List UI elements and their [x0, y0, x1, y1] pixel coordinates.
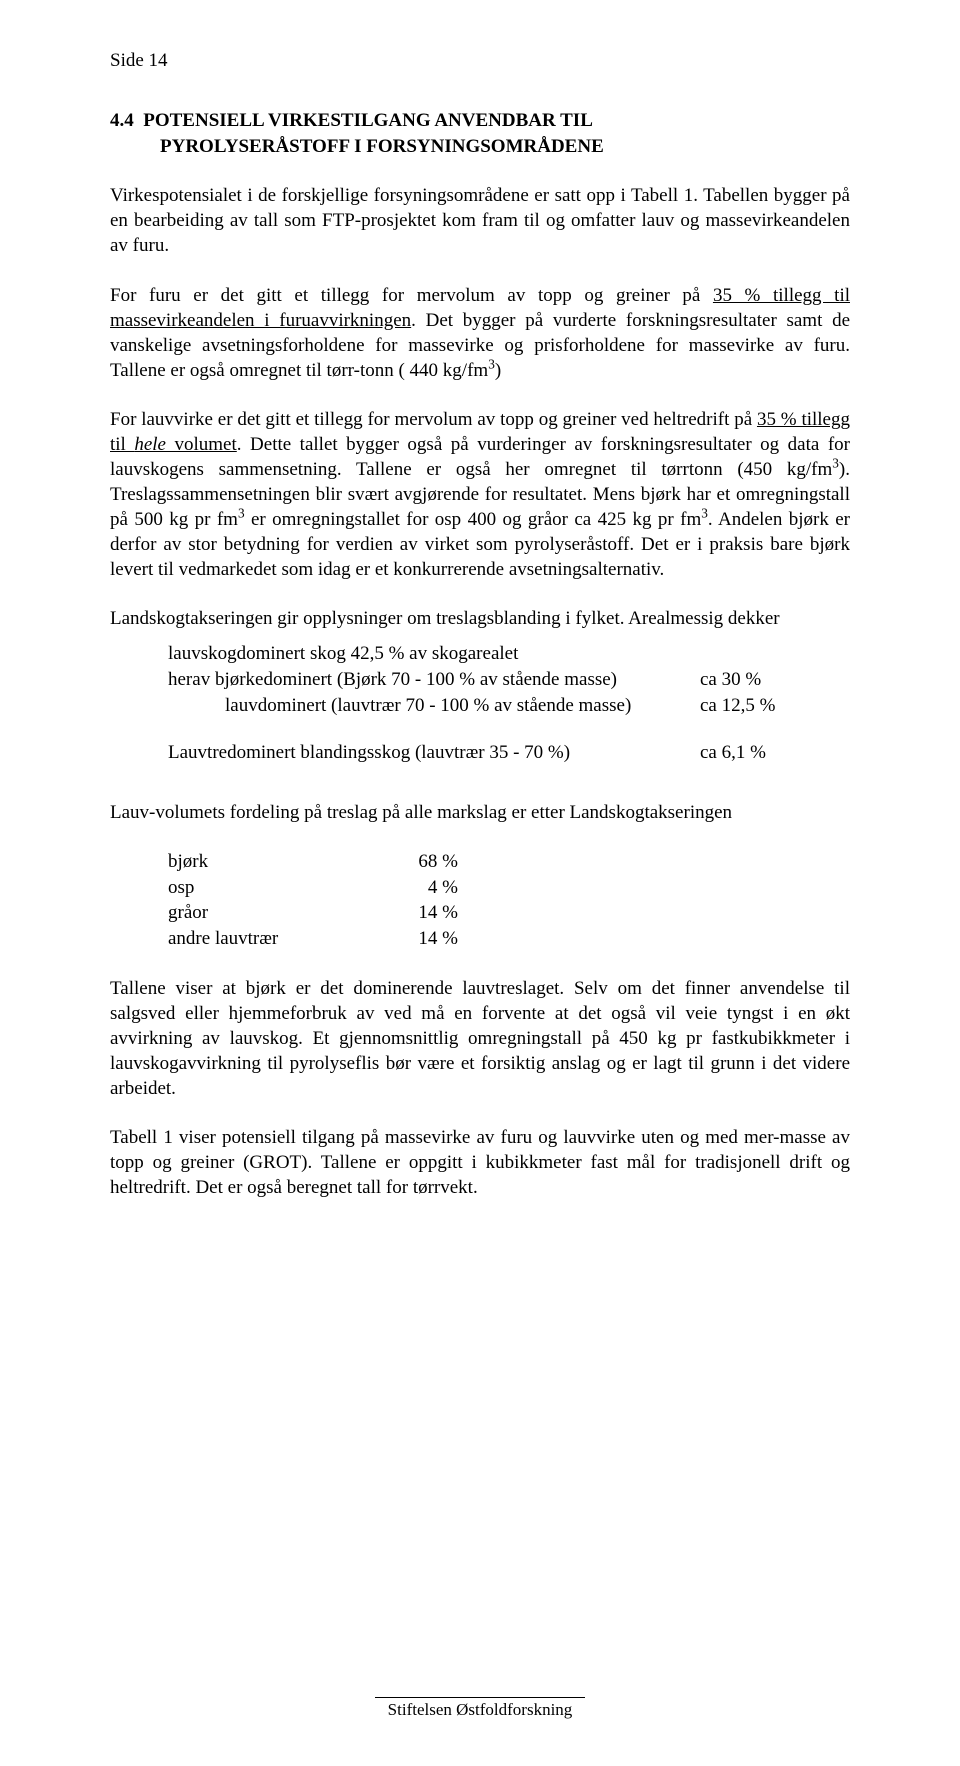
areal-line-2: herav bjørkedominert (Bjørk 70 - 100 % a… — [168, 667, 850, 693]
p3-sup3: 3 — [701, 506, 708, 521]
section-title-line2: PYROLYSERÅSTOFF I FORSYNINGSOMRÅDENE — [110, 136, 604, 157]
p3-text-d: er omregningstallet for osp 400 og gråor… — [245, 509, 702, 530]
p3-sup1: 3 — [832, 456, 839, 471]
areal-block: lauvskogdominert skog 42,5 % av skogarea… — [110, 641, 850, 766]
paragraph-5: Lauv-volumets fordeling på treslag på al… — [110, 800, 850, 825]
p2-text-a: For furu er det gitt et tillegg for merv… — [110, 285, 713, 306]
paragraph-1: Virkespotensialet i de forskjellige fors… — [110, 183, 850, 258]
section-heading: 4.4 POTENSIELL VIRKESTILGANG ANVENDBAR T… — [110, 108, 850, 159]
section-title-line1: POTENSIELL VIRKESTILGANG ANVENDBAR TIL — [143, 110, 593, 131]
areal-line-3-value: ca 12,5 % — [700, 693, 850, 719]
areal-line-3-label: lauvdominert (lauvtrær 70 - 100 % av stå… — [168, 693, 700, 719]
species-val-0: 68 % — [378, 849, 458, 875]
species-table: bjørk 68 % osp 4 % gråor 14 % andre lauv… — [110, 849, 850, 952]
p3-italic: hele — [134, 434, 166, 455]
p3-underline-2: volumet — [166, 434, 237, 455]
areal-line-1: lauvskogdominert skog 42,5 % av skogarea… — [168, 641, 850, 667]
species-row-3: andre lauvtrær 14 % — [168, 926, 850, 952]
areal-line-4-value: ca 6,1 % — [700, 740, 850, 766]
species-name-1: osp — [168, 875, 378, 901]
areal-line-4: Lauvtredominert blandingsskog (lauvtrær … — [168, 740, 850, 766]
species-row-2: gråor 14 % — [168, 900, 850, 926]
footer-text: Stiftelsen Østfoldforskning — [388, 1700, 573, 1719]
species-row-0: bjørk 68 % — [168, 849, 850, 875]
species-val-2: 14 % — [378, 900, 458, 926]
section-number: 4.4 — [110, 110, 134, 131]
areal-line-2-label: herav bjørkedominert (Bjørk 70 - 100 % a… — [168, 667, 700, 693]
p3-sup2: 3 — [238, 506, 245, 521]
species-name-0: bjørk — [168, 849, 378, 875]
footer-divider — [375, 1697, 585, 1698]
p2-text-c: ) — [495, 360, 501, 381]
paragraph-6: Tallene viser at bjørk er det dominerend… — [110, 976, 850, 1101]
areal-line-2-value: ca 30 % — [700, 667, 850, 693]
paragraph-4: Landskogtakseringen gir opplysninger om … — [110, 606, 850, 631]
paragraph-2: For furu er det gitt et tillegg for merv… — [110, 283, 850, 383]
areal-line-4-label: Lauvtredominert blandingsskog (lauvtrær … — [168, 740, 700, 766]
areal-line-3: lauvdominert (lauvtrær 70 - 100 % av stå… — [168, 693, 850, 719]
page-footer: Stiftelsen Østfoldforskning — [0, 1697, 960, 1720]
species-val-1: 4 % — [378, 875, 458, 901]
species-row-1: osp 4 % — [168, 875, 850, 901]
species-name-3: andre lauvtrær — [168, 926, 378, 952]
page-number: Side 14 — [110, 50, 850, 72]
p2-sup: 3 — [488, 356, 495, 371]
species-val-3: 14 % — [378, 926, 458, 952]
paragraph-3: For lauvvirke er det gitt et tillegg for… — [110, 407, 850, 583]
species-name-2: gråor — [168, 900, 378, 926]
p3-text-a: For lauvvirke er det gitt et tillegg for… — [110, 409, 757, 430]
paragraph-7: Tabell 1 viser potensiell tilgang på mas… — [110, 1125, 850, 1200]
document-page: Side 14 4.4 POTENSIELL VIRKESTILGANG ANV… — [0, 0, 960, 1766]
